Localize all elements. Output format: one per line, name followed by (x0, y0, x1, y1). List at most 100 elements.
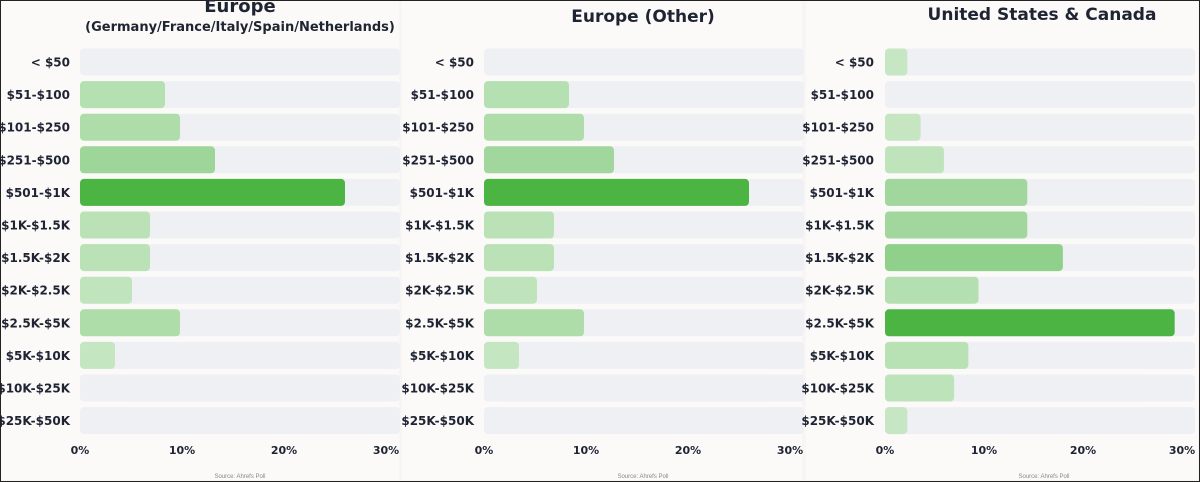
category-label: $5K-$10K (6, 349, 71, 363)
bar (484, 113, 584, 141)
bar-track (484, 211, 804, 239)
bar (885, 244, 1063, 272)
category-label: $1.5K-$2K (1, 251, 71, 265)
x-tick-label: 0% (475, 444, 494, 457)
chart-title-us-canada: United States & Canada (927, 5, 1157, 25)
bar (484, 178, 749, 206)
bar (484, 309, 584, 337)
category-label: $10K-$25K (0, 382, 71, 396)
bar (885, 48, 908, 76)
bar (484, 244, 554, 272)
chart-title-europe-other: Europe (Other) (571, 7, 715, 27)
x-tick-label: 0% (71, 444, 90, 457)
x-tick-label: 10% (169, 444, 195, 457)
bar (80, 81, 165, 109)
bar-track (80, 48, 400, 76)
bar (885, 146, 944, 174)
x-tick-label: 0% (876, 444, 895, 457)
category-label: $2K-$2.5K (1, 284, 71, 298)
category-label: $10K-$25K (801, 382, 874, 396)
bar-track (484, 48, 804, 76)
bar (80, 341, 115, 369)
bar (80, 211, 150, 239)
category-label: $2.5K-$5K (805, 316, 875, 330)
bar (80, 178, 345, 206)
category-label: $25K-$50K (401, 414, 474, 428)
x-tick-label: 20% (1070, 444, 1096, 457)
bar (80, 113, 180, 141)
bar (885, 113, 921, 141)
category-label: $1K-$1.5K (805, 219, 875, 233)
category-label: $501-$1K (6, 186, 71, 200)
category-label: $10K-$25K (401, 382, 474, 396)
bar-track (484, 276, 804, 304)
category-label: $101-$250 (802, 121, 874, 135)
bar-track (80, 276, 400, 304)
bar (80, 276, 132, 304)
category-label: $1K-$1.5K (1, 219, 71, 233)
category-label: $2.5K-$5K (1, 316, 71, 330)
category-label: $101-$250 (0, 121, 70, 135)
bar-track (80, 341, 400, 369)
bar (484, 81, 569, 109)
bar (80, 309, 180, 337)
bar (885, 341, 969, 369)
bar-track (885, 81, 1195, 109)
x-tick-label: 30% (1169, 444, 1195, 457)
source-note-europe: Source: Ahrefs Poll (214, 474, 266, 480)
source-note-europe-other: Source: Ahrefs Poll (617, 474, 669, 480)
bar (484, 211, 554, 239)
category-label: $51-$100 (7, 88, 70, 102)
bar-track (484, 374, 804, 402)
category-label: $501-$1K (410, 186, 475, 200)
bar-track (80, 211, 400, 239)
category-label: < $50 (435, 56, 474, 70)
category-label: $2K-$2.5K (405, 284, 475, 298)
chart-subtitle-europe: (Germany/France/Italy/Spain/Netherlands) (85, 20, 395, 35)
source-note-us-canada: Source: Ahrefs Poll (1018, 474, 1070, 480)
x-tick-label: 20% (675, 444, 701, 457)
bar (885, 211, 1028, 239)
category-label: $5K-$10K (810, 349, 875, 363)
bar (484, 276, 537, 304)
x-tick-label: 10% (573, 444, 599, 457)
category-label: $1.5K-$2K (805, 251, 875, 265)
category-label: $5K-$10K (410, 349, 475, 363)
category-label: $51-$100 (411, 88, 474, 102)
category-label: $25K-$50K (801, 414, 874, 428)
category-label: $251-$500 (0, 153, 70, 167)
category-label: $251-$500 (402, 153, 474, 167)
bar-track (484, 244, 804, 272)
category-label: $51-$100 (811, 88, 874, 102)
bar (80, 146, 215, 174)
bar (885, 178, 1028, 206)
bar (885, 407, 908, 435)
category-label: < $50 (31, 56, 70, 70)
category-label: < $50 (835, 56, 874, 70)
bar-track (885, 48, 1195, 76)
category-label: $101-$250 (402, 121, 474, 135)
bar (80, 244, 150, 272)
bar-track (80, 244, 400, 272)
bar (885, 309, 1175, 337)
category-label: $251-$500 (802, 153, 874, 167)
bar (484, 341, 519, 369)
category-label: $1.5K-$2K (405, 251, 475, 265)
bar-track (484, 407, 804, 435)
x-tick-label: 10% (971, 444, 997, 457)
x-tick-label: 20% (271, 444, 297, 457)
bar-track (484, 341, 804, 369)
bar-track (885, 407, 1195, 435)
bar-track (885, 146, 1195, 174)
chart-title-europe: Europe (204, 0, 276, 17)
category-label: $25K-$50K (0, 414, 71, 428)
x-tick-label: 30% (373, 444, 399, 457)
bar-track (80, 374, 400, 402)
bar-track (885, 374, 1195, 402)
category-label: $2K-$2.5K (805, 284, 875, 298)
bar-track (885, 113, 1195, 141)
category-label: $501-$1K (810, 186, 875, 200)
bar (885, 374, 955, 402)
category-label: $1K-$1.5K (405, 219, 475, 233)
bar (484, 146, 614, 174)
